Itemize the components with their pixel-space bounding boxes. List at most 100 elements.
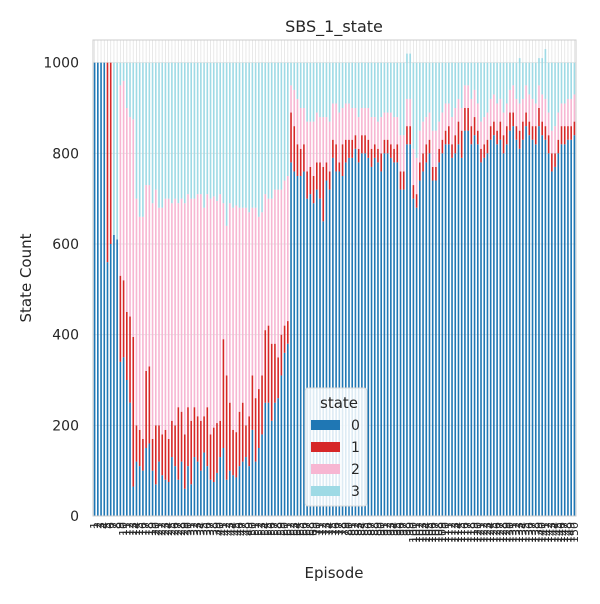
x-tick-label: 112	[446, 522, 459, 543]
bar-segment-state-0	[328, 189, 331, 516]
bar-segment-state-3	[277, 62, 279, 190]
bar-segment-state-0	[293, 171, 296, 516]
bar-segment-state-2	[225, 225, 228, 376]
bar-segment-state-3	[390, 62, 392, 113]
bar-segment-state-2	[512, 85, 515, 113]
y-tick-label: 200	[52, 418, 79, 434]
bar-segment-state-0	[435, 180, 437, 517]
bar-segment-state-0	[287, 343, 289, 516]
bar-segment-state-3	[196, 62, 199, 195]
bar-segment-state-3	[306, 62, 308, 122]
bar-segment-state-2	[135, 198, 138, 426]
x-tick-label: 26	[169, 522, 182, 536]
x-tick-label: 137	[526, 522, 539, 543]
bar-segment-state-2	[187, 194, 189, 408]
x-tick-label: 36	[201, 522, 214, 536]
bar-segment-state-1	[476, 130, 479, 145]
bar-segment-state-2	[444, 103, 447, 131]
bar-segment-state-2	[322, 117, 325, 167]
bar-segment-state-2	[573, 94, 576, 122]
legend-swatch-state-1	[311, 442, 340, 452]
bar-segment-state-1	[373, 144, 376, 158]
bar-segment-state-1	[419, 162, 421, 181]
bar-segment-state-3	[496, 62, 498, 104]
bar-segment-state-0	[258, 448, 260, 516]
bar-segment-state-0	[290, 162, 292, 516]
x-tick-label: 106	[426, 522, 439, 543]
bar-segment-state-0	[480, 162, 482, 516]
bar-segment-state-0	[267, 402, 270, 516]
bar-segment-state-1	[483, 144, 486, 158]
x-tick-label: 37	[204, 522, 217, 536]
bar-segment-state-3	[113, 62, 115, 235]
bar-segment-state-0	[309, 194, 312, 516]
bar-segment-state-1	[328, 171, 331, 190]
bar-segment-state-1	[190, 420, 193, 485]
bar-segment-state-3	[325, 62, 328, 118]
x-tick-label: 121	[475, 522, 488, 543]
bar-segment-state-0	[229, 470, 231, 516]
x-tick-label: 63	[288, 522, 301, 536]
bar-segment-state-1	[154, 425, 157, 485]
bar-segment-state-3	[348, 62, 350, 104]
bar-segment-state-1	[241, 402, 244, 462]
bar-segment-state-0	[138, 466, 141, 516]
bar-segment-state-2	[386, 112, 389, 140]
bar-segment-state-0	[312, 203, 315, 516]
bar-segment-state-2	[415, 157, 418, 195]
x-tick-label: 143	[545, 522, 558, 543]
bar-segment-state-0	[126, 380, 128, 516]
bar-segment-state-1	[106, 62, 109, 263]
bar-segment-state-1	[225, 375, 228, 480]
x-tick-label: 72	[317, 522, 330, 536]
bar-segment-state-1	[248, 416, 250, 467]
bar-segment-state-2	[493, 94, 495, 122]
bar-segment-state-1	[303, 144, 305, 172]
bar-segment-state-1	[354, 135, 357, 149]
x-tick-label: 104	[420, 522, 433, 543]
bar-segment-state-0	[383, 153, 386, 517]
x-tick-label: 147	[558, 522, 571, 543]
bar-segment-state-3	[219, 62, 221, 195]
bar-segment-state-1	[312, 176, 315, 204]
bar-segment-state-0	[560, 144, 563, 516]
bar-segment-state-1	[422, 153, 424, 172]
bar-segment-state-3	[261, 62, 263, 213]
bar-segment-state-0	[402, 189, 405, 516]
bar-segment-state-2	[531, 98, 534, 127]
bar-segment-state-2	[354, 108, 357, 136]
bar-segment-state-0	[135, 461, 138, 516]
x-tick-label: 73	[320, 522, 333, 536]
bar-segment-state-0	[196, 461, 199, 516]
bar-segment-state-0	[332, 157, 334, 516]
bar-segment-state-3	[451, 62, 453, 118]
legend-title: state	[320, 394, 358, 412]
x-tick-label: 114	[452, 522, 465, 543]
bar-segment-state-1	[196, 416, 199, 462]
x-tick-label: 93	[384, 522, 397, 536]
bar-segment-state-0	[338, 171, 341, 516]
bar-segment-state-3	[251, 62, 254, 208]
x-tick-label: 14	[130, 522, 143, 536]
bar-segment-state-3	[457, 62, 460, 99]
bar-segment-state-1	[341, 144, 344, 176]
bar-segment-state-1	[267, 325, 270, 403]
bar-segment-state-2	[344, 103, 347, 140]
bar-segment-state-1	[399, 171, 402, 190]
bar-segment-state-3	[361, 62, 363, 108]
bar-segment-state-1	[216, 423, 218, 473]
x-tick-label: 140	[536, 522, 549, 543]
bar-segment-state-0	[122, 357, 125, 516]
bar-segment-state-0	[522, 139, 524, 516]
bar-segment-state-2	[151, 203, 154, 439]
bar-segment-state-1	[486, 139, 489, 154]
bar-segment-state-2	[515, 98, 518, 127]
bar-segment-state-0	[467, 130, 469, 516]
bar-segment-state-3	[293, 62, 296, 90]
bar-segment-state-1	[435, 166, 437, 181]
x-tick-label: 29	[178, 522, 191, 536]
bar-segment-state-2	[419, 130, 421, 163]
bar-segment-state-0	[390, 157, 392, 516]
bar-segment-state-3	[322, 62, 325, 118]
bar-segment-state-0	[322, 221, 325, 517]
